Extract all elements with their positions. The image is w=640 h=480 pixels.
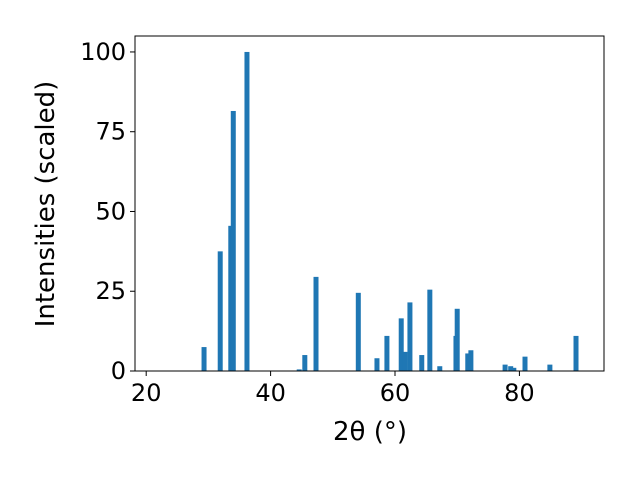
bar <box>355 292 361 371</box>
bar <box>465 353 471 371</box>
y-tick-label: 25 <box>95 277 126 305</box>
x-tick-label: 80 <box>504 379 535 407</box>
bar <box>573 335 579 371</box>
bar <box>230 110 236 371</box>
plot-frame <box>134 35 605 372</box>
bar <box>296 369 302 371</box>
bar <box>502 364 508 371</box>
bar <box>468 350 474 371</box>
x-tick-label: 20 <box>131 379 162 407</box>
bar <box>522 356 528 371</box>
bar <box>398 318 404 371</box>
y-axis-label: Intensities (scaled) <box>31 81 61 328</box>
bar <box>419 355 425 371</box>
bar <box>407 302 413 371</box>
y-tick-label: 100 <box>80 38 126 66</box>
y-tick-label: 50 <box>95 197 126 225</box>
bar <box>454 308 460 371</box>
bar <box>547 364 553 371</box>
x-tick-label: 40 <box>255 379 286 407</box>
bar <box>217 251 223 371</box>
bar <box>374 358 380 371</box>
bar <box>244 51 250 371</box>
bar <box>201 347 207 371</box>
bar <box>302 355 308 371</box>
y-tick-label: 0 <box>111 357 126 385</box>
x-axis-label: 2θ (°) <box>333 417 407 447</box>
y-tick-label: 75 <box>95 118 126 146</box>
bar <box>508 366 514 371</box>
bar <box>427 289 433 371</box>
bar <box>511 367 517 371</box>
bar <box>402 351 408 371</box>
x-tick-label: 60 <box>380 379 411 407</box>
bar <box>437 366 443 371</box>
bar <box>384 335 390 371</box>
bar <box>313 276 319 371</box>
